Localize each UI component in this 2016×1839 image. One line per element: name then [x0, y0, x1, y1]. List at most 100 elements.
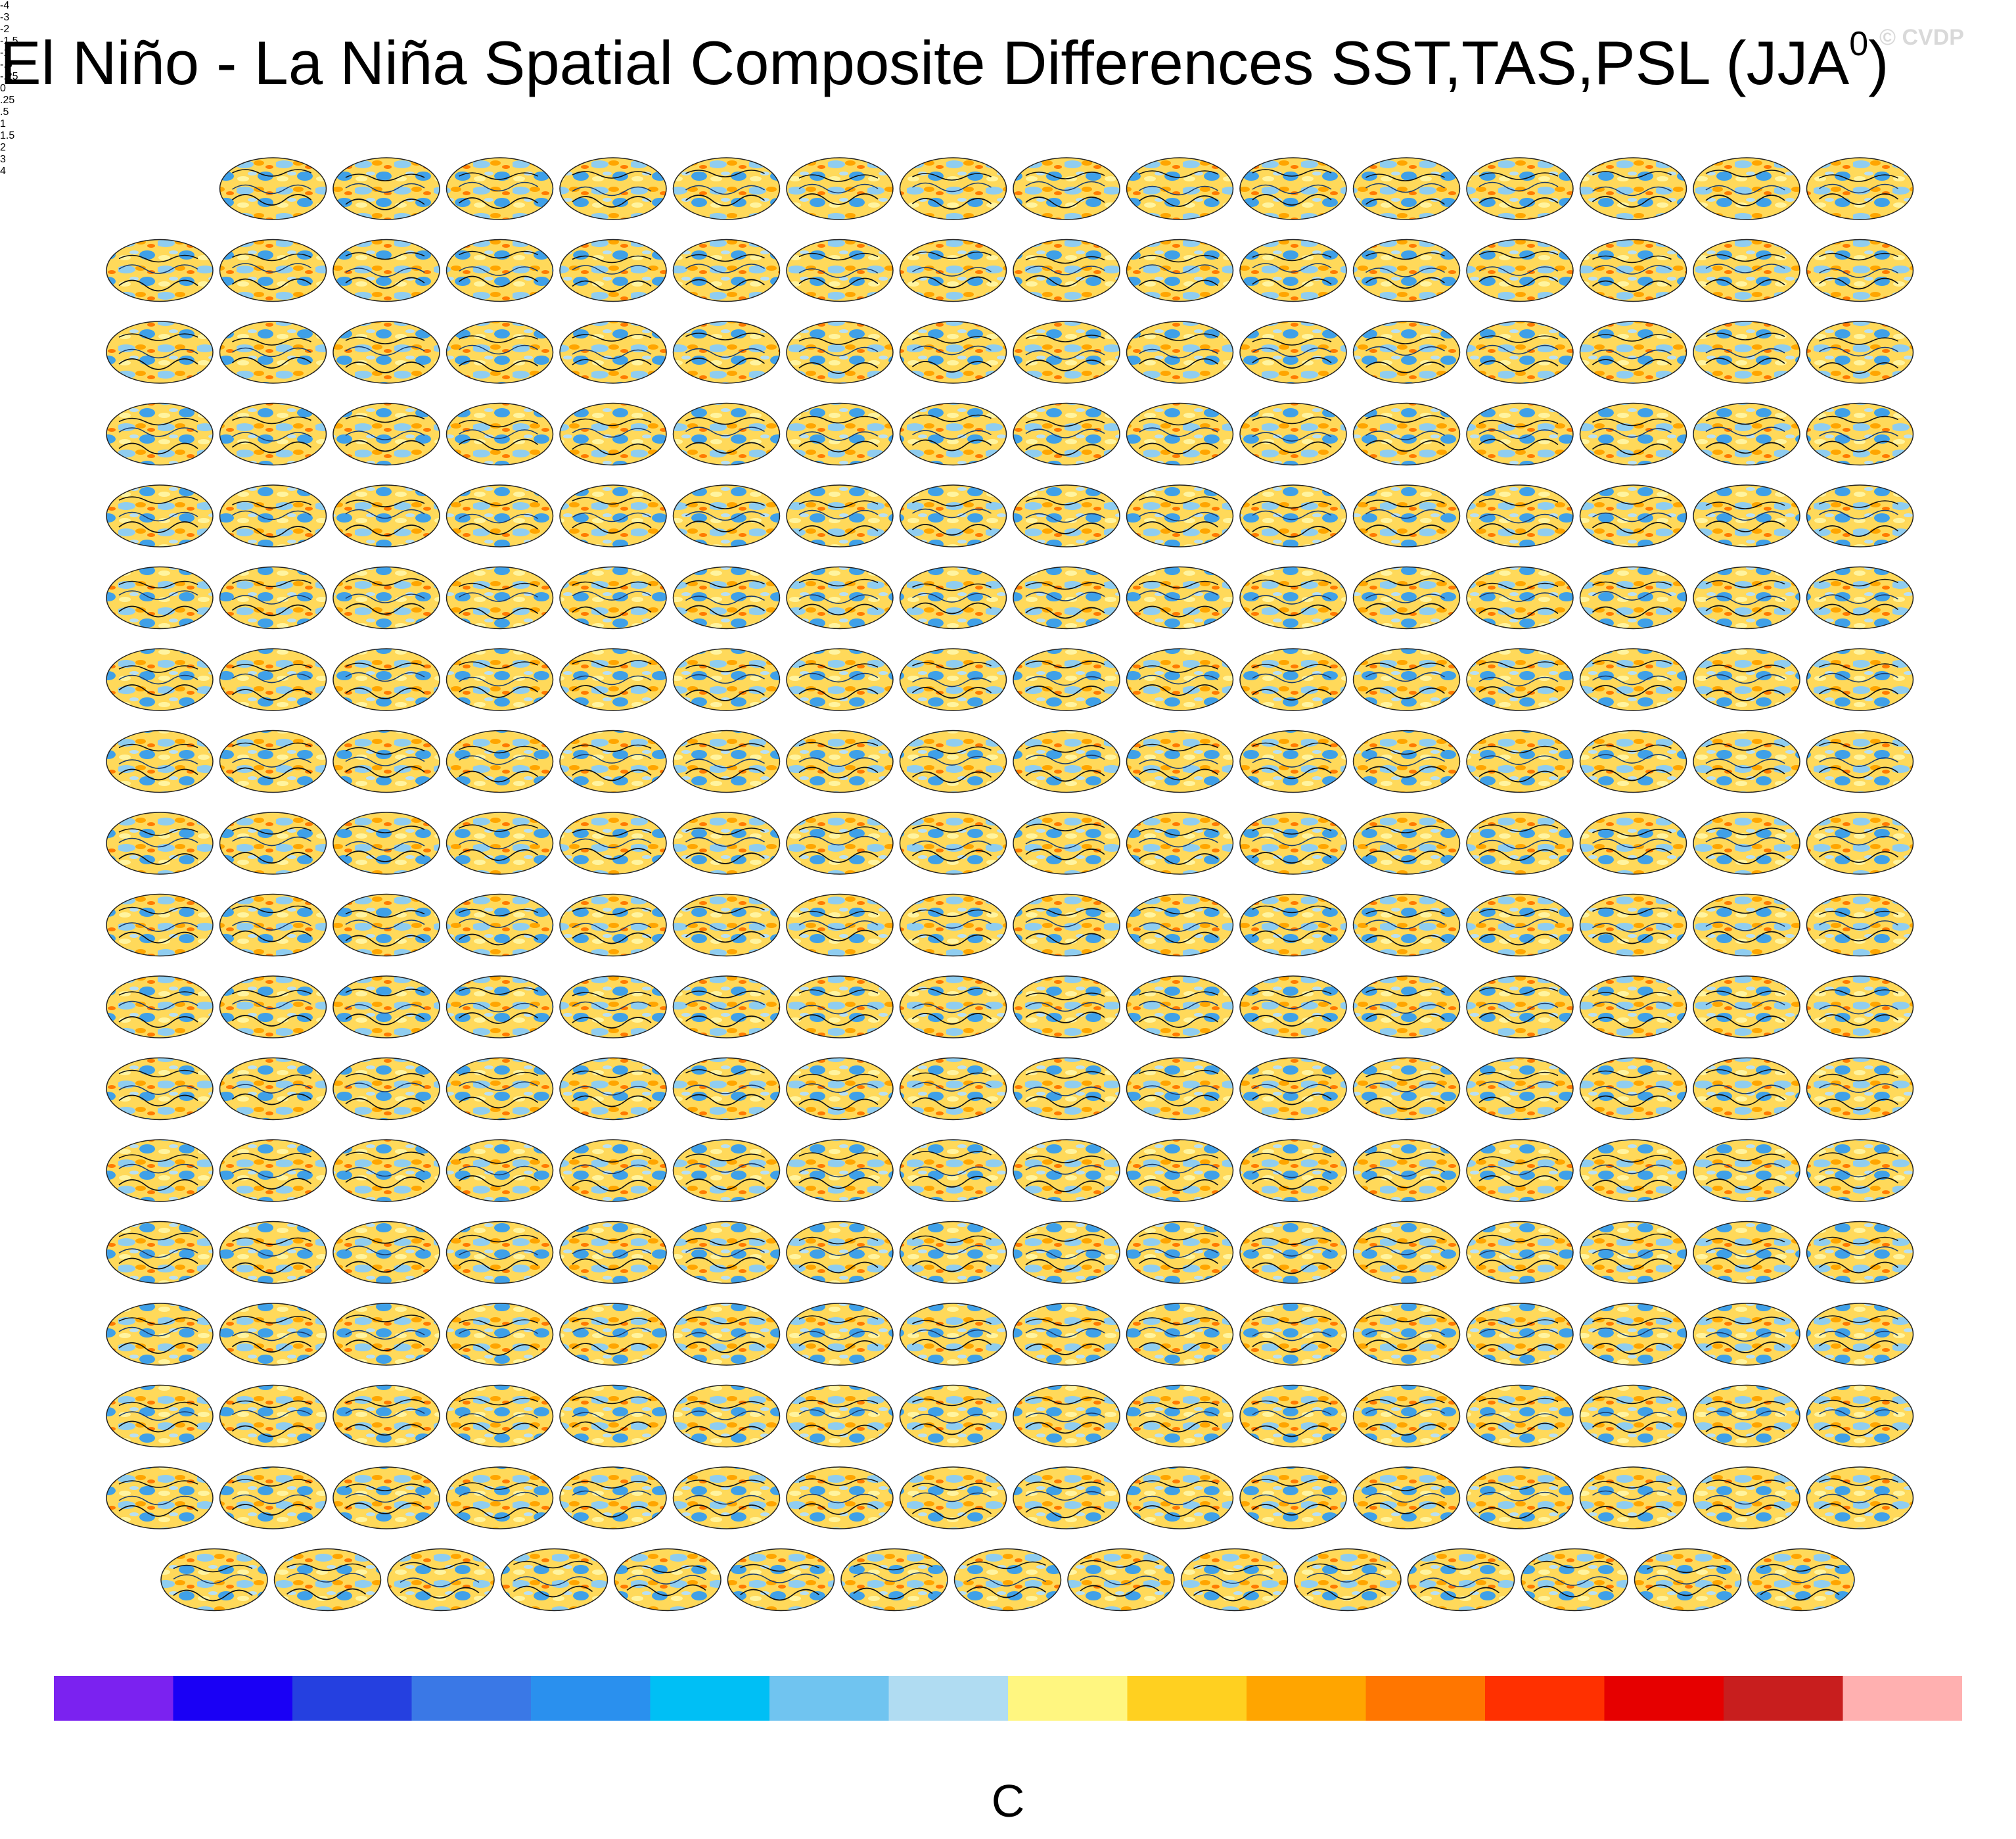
panel-map-ellipse [1352, 1057, 1461, 1121]
psl-contour [1592, 522, 1672, 534]
psl-contour [1139, 333, 1218, 341]
psl-contour [1478, 987, 1559, 995]
panel-map [1013, 566, 1120, 630]
psl-contour [1025, 181, 1105, 191]
psl-contour [1478, 1422, 1559, 1435]
psl-contour [345, 252, 425, 260]
psl-contour [232, 664, 311, 672]
panel-map [106, 648, 214, 711]
psl-contour [1252, 278, 1332, 291]
panel-map [786, 1057, 894, 1121]
psl-contour [1592, 1318, 1672, 1326]
panel-map [1693, 1139, 1800, 1202]
panel-map [106, 566, 214, 630]
psl-contour [1252, 263, 1332, 273]
psl-contour [1705, 1178, 1785, 1190]
psl-contour [572, 1481, 652, 1489]
panel-map [672, 1384, 781, 1448]
psl-contour [572, 1095, 652, 1107]
psl-contour [345, 346, 425, 356]
psl-contour [118, 496, 198, 504]
psl-contour [232, 278, 311, 291]
panel-map-ellipse [1579, 1139, 1687, 1202]
psl-contour [118, 521, 198, 533]
psl-contour [345, 1408, 425, 1418]
panel-map-ellipse [1013, 648, 1120, 711]
psl-contour [1025, 1086, 1105, 1096]
panel-map [899, 1303, 1007, 1366]
panel-map [106, 1384, 214, 1448]
psl-contour [572, 171, 652, 179]
panel-map [1126, 1221, 1234, 1284]
psl-contour [118, 1179, 198, 1191]
panel-map [106, 730, 214, 793]
psl-contour [232, 1015, 311, 1027]
psl-contour [1252, 253, 1332, 262]
psl-contour [912, 593, 992, 603]
panel-map-ellipse [1013, 975, 1120, 1038]
psl-contour [1705, 931, 1785, 943]
psl-contour [1252, 689, 1332, 701]
psl-contour [1025, 1180, 1105, 1192]
psl-contour [459, 824, 538, 832]
psl-contour [572, 186, 652, 197]
panel-map-ellipse [672, 402, 781, 466]
psl-contour [459, 419, 538, 428]
panel-map [1806, 812, 1914, 875]
panel-map [1806, 648, 1914, 711]
psl-contour [912, 1483, 992, 1491]
psl-contour [1252, 742, 1332, 751]
psl-contour [232, 1093, 311, 1106]
panel-map-ellipse [1239, 239, 1347, 302]
psl-contour [798, 500, 879, 508]
psl-contour [345, 687, 425, 699]
panel-map-ellipse [1239, 730, 1347, 793]
panel-map-ellipse [1239, 402, 1347, 466]
panel-map [1466, 239, 1574, 302]
panel-map-ellipse [1239, 566, 1347, 630]
psl-contour [572, 1258, 652, 1270]
psl-contour [232, 579, 311, 588]
psl-contour [1478, 755, 1559, 765]
psl-contour [1139, 674, 1218, 685]
panel-map [1126, 157, 1234, 220]
panel-map-ellipse [1579, 566, 1687, 630]
panel-map [1407, 1548, 1515, 1612]
panel-map-ellipse [106, 1384, 214, 1448]
panel-map [1126, 1384, 1234, 1448]
panel-map-ellipse [332, 1139, 440, 1202]
psl-contour [912, 909, 992, 918]
psl-contour [912, 746, 992, 755]
panel-map-ellipse [672, 1466, 781, 1529]
psl-contour [1139, 1248, 1218, 1258]
psl-contour [1365, 1004, 1445, 1014]
colorbar-tick-label: .25 [0, 95, 15, 106]
psl-contour [118, 333, 198, 341]
panel-map [672, 157, 781, 220]
panel-map [727, 1548, 835, 1612]
psl-contour [1365, 1245, 1445, 1255]
panel-map [786, 402, 894, 466]
psl-contour [459, 1081, 538, 1091]
panel-map [1806, 239, 1914, 302]
psl-contour [1592, 334, 1672, 342]
psl-contour [118, 580, 198, 589]
psl-contour [1139, 417, 1218, 426]
psl-contour [1592, 196, 1672, 208]
panel-map-ellipse [1579, 321, 1687, 384]
psl-contour [232, 921, 311, 931]
psl-contour [232, 1247, 311, 1257]
psl-contour [685, 1341, 765, 1353]
psl-contour [232, 905, 311, 914]
panel-map [1013, 157, 1120, 220]
psl-contour [685, 595, 765, 605]
psl-contour [1365, 252, 1445, 260]
psl-contour [1252, 990, 1332, 998]
psl-contour [1478, 908, 1559, 917]
psl-contour [1025, 523, 1105, 534]
panel-map-ellipse [1466, 321, 1574, 384]
panel-map-ellipse [106, 1221, 214, 1284]
psl-contour [572, 443, 652, 455]
panel-map-ellipse [786, 566, 894, 630]
panel-map [1466, 566, 1574, 630]
